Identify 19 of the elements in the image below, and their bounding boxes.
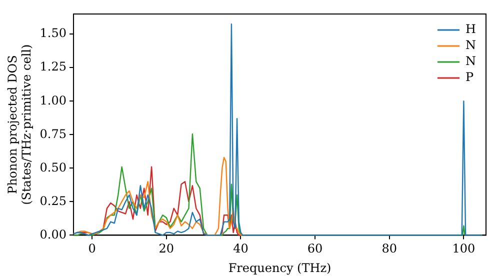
- y-tick-label: 0.50: [40, 160, 67, 174]
- x-tick-label: 40: [233, 242, 248, 256]
- y-axis-title: Phonon projected DOS (States/THz·primitive cell): [5, 44, 34, 205]
- legend-label: N: [466, 54, 476, 68]
- x-tick-label: 0: [88, 242, 96, 256]
- x-tick-label: 20: [158, 242, 174, 256]
- y-tick-label: 1.50: [40, 26, 67, 40]
- legend-label: N: [466, 38, 476, 52]
- y-tick-label: 1.25: [40, 60, 67, 74]
- y-tick-label: 0.00: [40, 227, 67, 242]
- legend-label: H: [466, 22, 476, 36]
- legend-label: P: [466, 70, 474, 84]
- y-tick-label: 0.25: [40, 194, 67, 208]
- x-tick-label: 80: [382, 242, 398, 256]
- y-tick-label: 1.00: [40, 93, 67, 108]
- y-tick-label: 0.75: [40, 126, 67, 141]
- x-tick-label: 100: [452, 242, 476, 256]
- x-axis-title: Frequency (THz): [228, 260, 332, 275]
- x-tick-label: 60: [307, 242, 323, 256]
